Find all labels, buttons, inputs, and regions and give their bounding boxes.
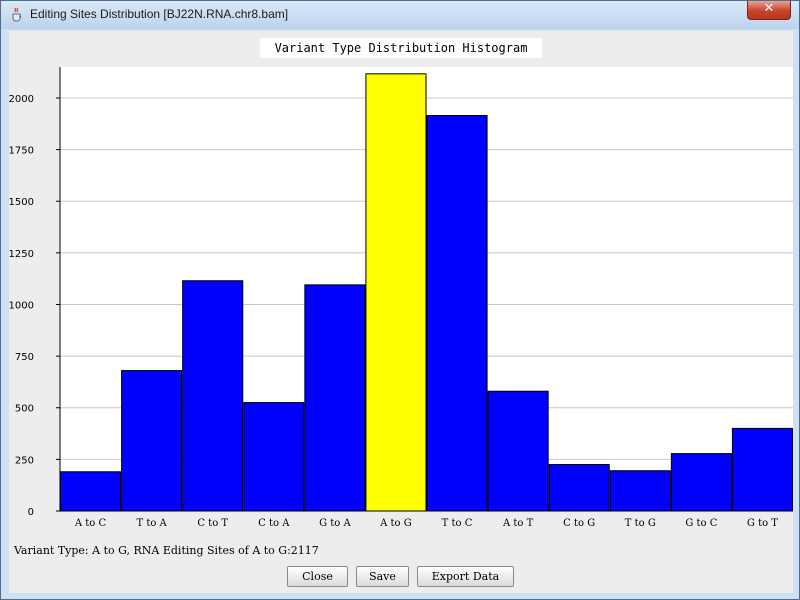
x-tick-label: C to G (563, 518, 595, 529)
window-close-button[interactable]: ✕ (747, 1, 791, 20)
close-icon: ✕ (763, 1, 775, 16)
title-bar[interactable]: Editing Sites Distribution [BJ22N.RNA.ch… (1, 1, 799, 29)
bar (487, 390, 549, 512)
y-tick-label: 2000 (9, 94, 34, 105)
y-tick-label: 250 (15, 455, 34, 466)
status-text: Variant Type: A to G, RNA Editing Sites … (14, 544, 319, 557)
chart-panel: Variant Type Distribution Histogram 0 250… (9, 31, 793, 593)
bar (365, 73, 427, 512)
window-title: Editing Sites Distribution [BJ22N.RNA.ch… (30, 7, 289, 21)
bar (304, 284, 366, 512)
chart-title: Variant Type Distribution Histogram (260, 38, 542, 58)
save-button[interactable]: Save (356, 566, 409, 587)
close-button[interactable]: Close (287, 566, 348, 587)
y-tick-label: 500 (15, 404, 34, 415)
x-tick-label: A to C (74, 518, 107, 529)
y-tick-label: 1750 (9, 146, 34, 157)
x-tick-label: C to T (197, 518, 228, 529)
bar (548, 464, 610, 512)
bar (670, 453, 732, 512)
x-tick-label: G to T (747, 518, 778, 529)
x-tick-label: G to C (685, 518, 717, 529)
bar (182, 280, 244, 512)
x-tick-label: T to A (136, 518, 167, 529)
x-tick-label: C to A (258, 518, 290, 529)
y-tick-label: 750 (15, 352, 34, 363)
x-tick-label: A to G (379, 518, 412, 529)
java-cup-icon (12, 7, 22, 22)
bar (731, 427, 793, 512)
x-tick-label: T to C (442, 518, 473, 529)
x-tick-label: G to A (319, 518, 351, 529)
bar (609, 470, 671, 512)
x-tick-label: A to T (502, 518, 534, 529)
bar (60, 471, 122, 512)
y-tick-label: 1000 (9, 300, 34, 311)
y-tick-label: 1500 (9, 197, 34, 208)
x-tick-label: T to G (625, 518, 656, 529)
bar (243, 402, 305, 512)
bar (121, 370, 183, 512)
bar (426, 115, 488, 512)
y-tick-label: 0 (28, 507, 34, 518)
export-data-button[interactable]: Export Data (417, 566, 514, 587)
histogram-chart: 0 250 500 750 1000 1250 1500 1750 2000 A to C T to… (9, 67, 793, 529)
y-tick-label: 1250 (9, 249, 34, 260)
